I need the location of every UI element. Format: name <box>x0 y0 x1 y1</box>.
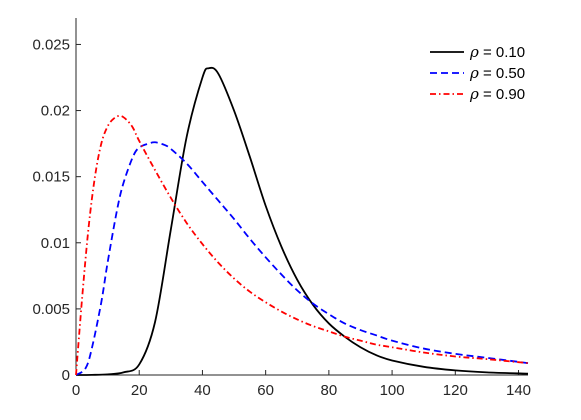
y-tick-label: 0.005 <box>32 301 70 318</box>
y-tick-label: 0.01 <box>41 235 70 252</box>
legend-label-0: ρ = 0.10 <box>469 43 525 61</box>
axes-group <box>75 18 528 376</box>
series-line-2 <box>75 114 529 376</box>
y-tick-label: 0.02 <box>41 103 70 120</box>
series-line-1 <box>75 141 529 376</box>
x-tick-label: 80 <box>321 382 338 399</box>
legend-label-1: ρ = 0.50 <box>469 64 525 82</box>
legend-label-2: ρ = 0.90 <box>469 85 525 103</box>
x-tick-label: 100 <box>380 382 405 399</box>
series-group <box>75 66 529 376</box>
x-tick-label: 60 <box>257 382 274 399</box>
legend: ρ = 0.10 ρ = 0.50 ρ = 0.90 <box>430 43 525 103</box>
series-line-0 <box>75 66 529 376</box>
x-tick-label: 20 <box>131 382 148 399</box>
x-tick-label: 0 <box>72 382 80 399</box>
x-tick-label: 140 <box>506 382 531 399</box>
y-tick-label: 0 <box>62 367 70 384</box>
x-tick-label: 120 <box>443 382 468 399</box>
y-tick-label: 0.025 <box>32 36 70 53</box>
ticks-group: 0 20 40 60 80 100 120 140 0 0.005 0.01 0.015 0.02 0.0… <box>32 36 531 399</box>
x-tick-label: 40 <box>194 382 211 399</box>
y-tick-label: 0.015 <box>32 169 70 186</box>
